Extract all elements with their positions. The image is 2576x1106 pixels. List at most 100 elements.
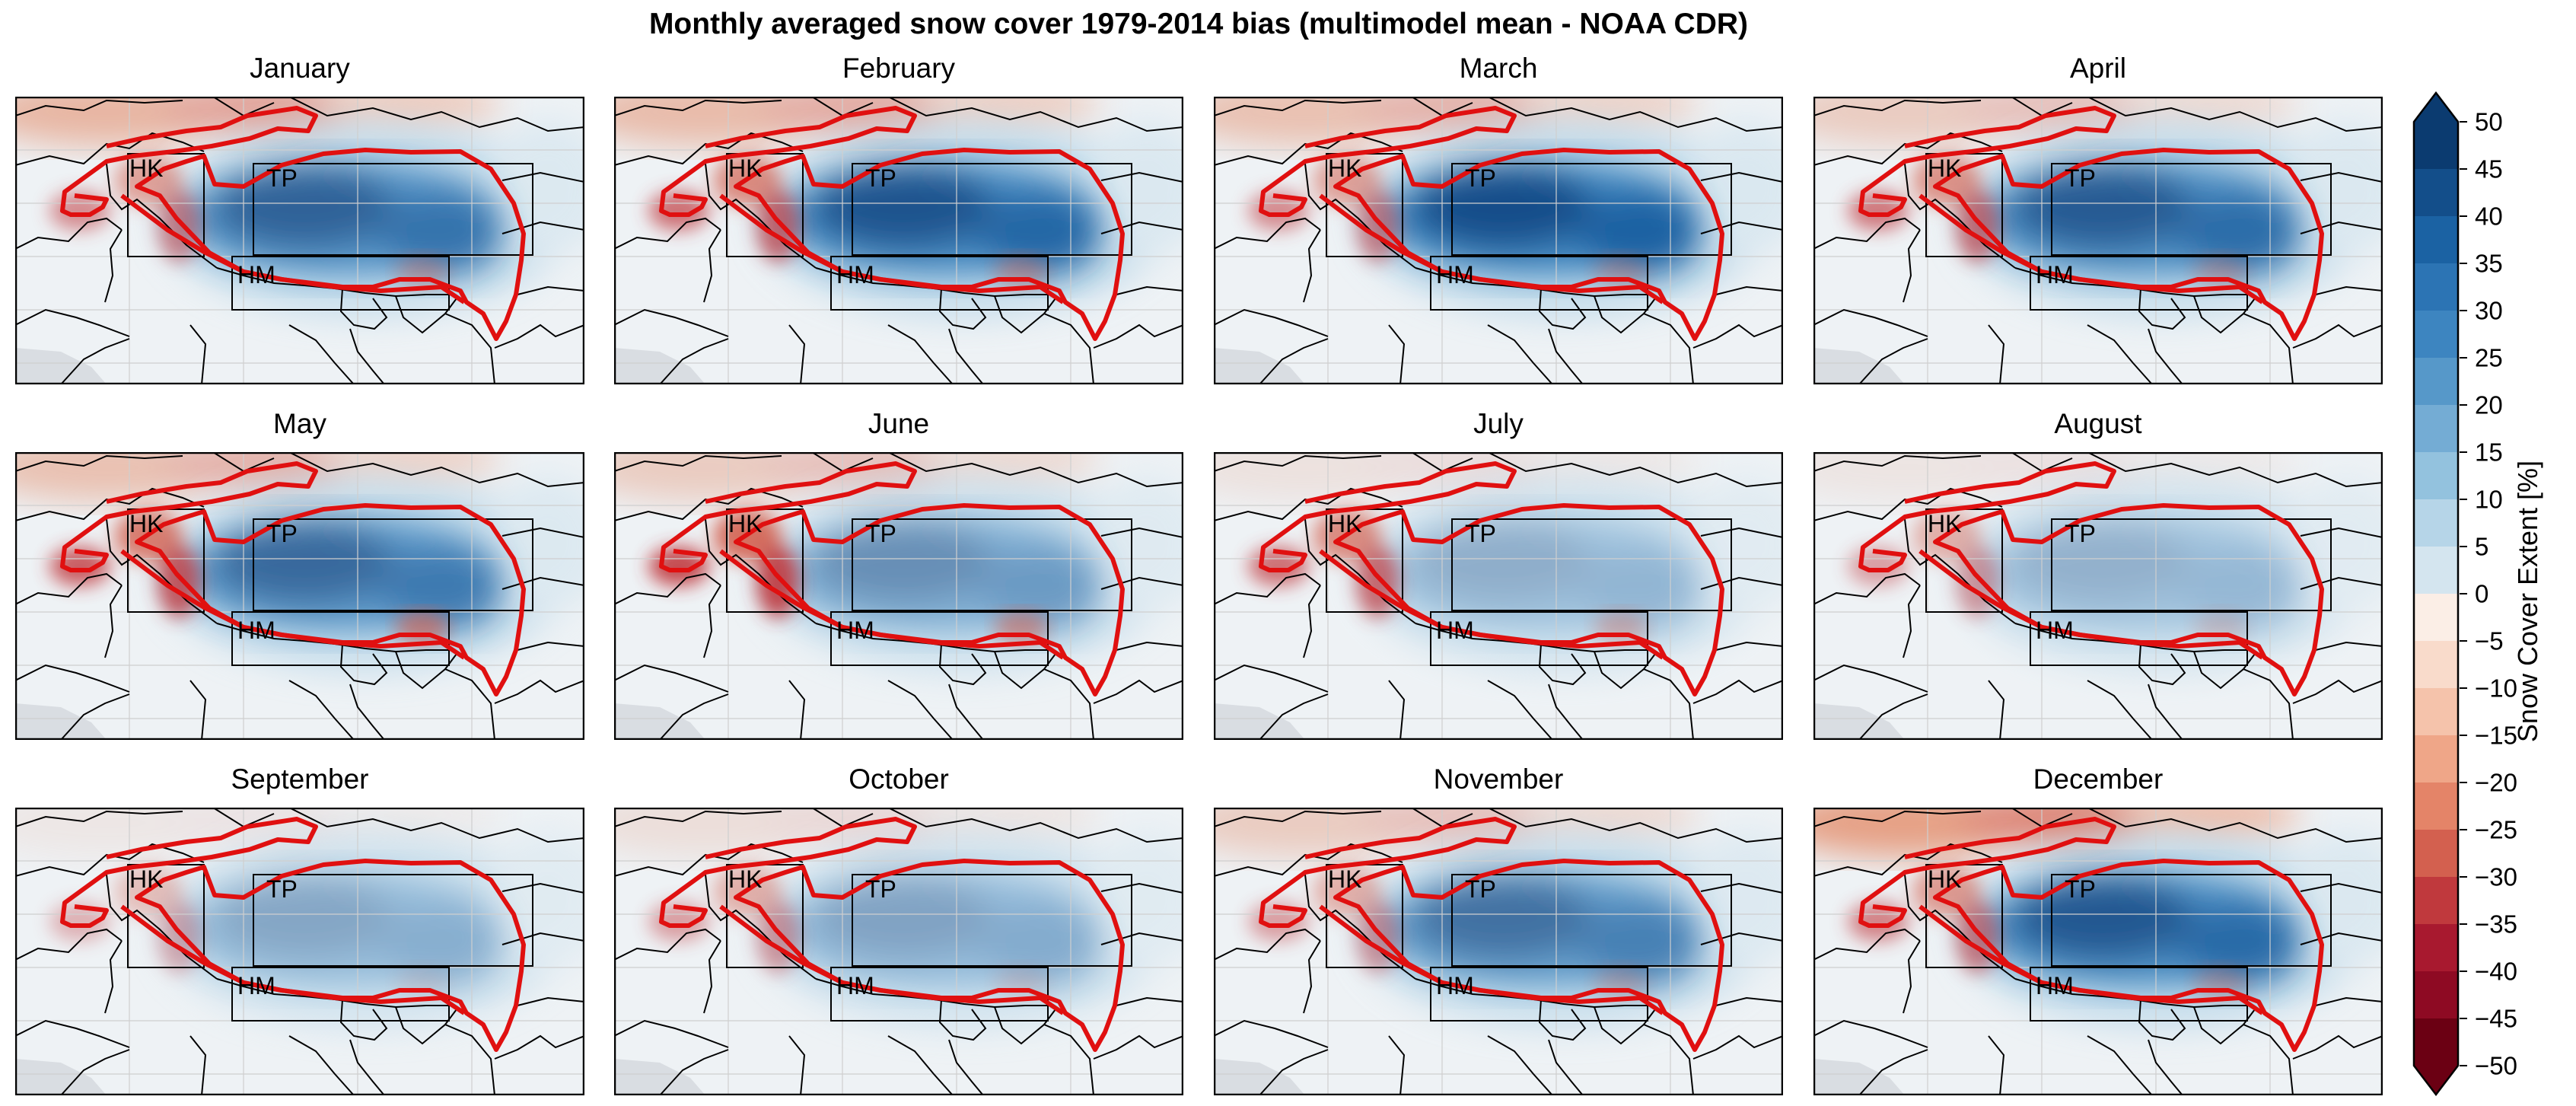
colorbar-tick-label: 10 xyxy=(2475,485,2503,514)
colorbar-tick-label: −10 xyxy=(2475,674,2517,703)
hm-region-box xyxy=(2030,967,2248,1022)
colorbar-tick-label: 40 xyxy=(2475,202,2503,231)
region-label-hk: HK xyxy=(728,510,762,537)
tp-elevation-contour xyxy=(135,859,526,1052)
region-label-hm: HM xyxy=(836,261,874,288)
colorbar-band xyxy=(2414,122,2458,170)
map-december: HK TP HM xyxy=(1813,808,2383,1095)
hk-elevation-contour xyxy=(1858,106,2116,217)
tp-region-box xyxy=(2051,163,2332,256)
hm-region-box xyxy=(2030,256,2248,311)
colorbar-tick-mark xyxy=(2460,263,2467,264)
region-label-tp: TP xyxy=(865,875,896,903)
colorbar-tick-mark xyxy=(2460,876,2467,878)
colorbar-tick-mark xyxy=(2460,1018,2467,1019)
colorbar-band xyxy=(2414,405,2458,453)
colorbar-tick-label: −50 xyxy=(2475,1051,2517,1080)
colorbar-band xyxy=(2414,311,2458,359)
map-panel-february: February HK TP HM xyxy=(614,53,1183,384)
colorbar-extend-max xyxy=(2414,93,2458,122)
colorbar-band xyxy=(2414,499,2458,547)
region-label-hk: HK xyxy=(129,865,163,893)
colorbar-tick-label: 5 xyxy=(2475,532,2489,561)
hk-elevation-contour xyxy=(1259,461,1517,572)
tp-elevation-contour xyxy=(734,148,1125,341)
region-label-hk: HK xyxy=(129,510,163,537)
colorbar-tick-mark xyxy=(2460,310,2467,311)
colorbar xyxy=(2412,91,2460,1096)
map-panel-october: October HK TP HM xyxy=(614,763,1183,1095)
tp-region-box xyxy=(253,518,533,611)
colorbar-tick-label: −45 xyxy=(2475,1004,2517,1033)
colorbar-tick-mark xyxy=(2460,451,2467,453)
colorbar-tick-label: −30 xyxy=(2475,862,2517,891)
region-label-tp: TP xyxy=(1465,520,1496,547)
colorbar-band xyxy=(2414,358,2458,406)
map-february: HK TP HM xyxy=(614,97,1183,384)
colorbar-band xyxy=(2414,924,2458,972)
hm-region-box xyxy=(231,611,450,666)
colorbar-tick-mark xyxy=(2460,782,2467,783)
colorbar-tick-mark xyxy=(2460,121,2467,123)
panel-title-april: April xyxy=(2069,53,2127,84)
map-january: HK TP HM xyxy=(15,97,584,384)
region-label-hm: HM xyxy=(2036,261,2074,288)
tp-region-box xyxy=(852,874,1132,967)
colorbar-tick-mark xyxy=(2460,735,2467,736)
colorbar-band xyxy=(2414,641,2458,689)
map-panel-july: July HK TP HM xyxy=(1214,408,1783,740)
map-panel-may: May HK TP HM xyxy=(15,408,584,740)
hk-elevation-contour xyxy=(60,106,318,217)
colorbar-band xyxy=(2414,594,2458,642)
map-june: HK TP HM xyxy=(614,452,1183,740)
tp-elevation-contour xyxy=(1333,148,1724,341)
colorbar-tick-mark xyxy=(2460,593,2467,594)
region-label-hm: HM xyxy=(836,972,874,999)
region-label-hm: HM xyxy=(237,261,275,288)
hk-elevation-contour xyxy=(659,106,917,217)
panel-title-january: January xyxy=(250,53,350,84)
map-august: HK TP HM xyxy=(1813,452,2383,740)
tp-elevation-contour xyxy=(1933,859,2324,1052)
colorbar-tick-mark xyxy=(2460,215,2467,217)
panel-title-february: February xyxy=(842,53,956,84)
colorbar-band xyxy=(2414,971,2458,1019)
colorbar-extend-min xyxy=(2414,1066,2458,1095)
tp-region-box xyxy=(1451,518,1732,611)
tp-elevation-contour xyxy=(1933,503,2324,696)
tp-elevation-contour xyxy=(1333,503,1724,696)
tp-elevation-contour xyxy=(1933,148,2324,341)
tp-elevation-contour xyxy=(1333,859,1724,1052)
region-label-tp: TP xyxy=(865,164,896,192)
panel-title-march: March xyxy=(1459,53,1538,84)
hk-elevation-contour xyxy=(60,817,318,928)
hm-region-box xyxy=(1430,611,1648,666)
panel-title-august: August xyxy=(2054,408,2142,439)
region-label-hk: HK xyxy=(1328,155,1361,182)
tp-region-box xyxy=(2051,874,2332,967)
region-label-tp: TP xyxy=(266,875,298,903)
colorbar-band xyxy=(2414,1018,2458,1066)
colorbar-tick-mark xyxy=(2460,168,2467,170)
map-may: HK TP HM xyxy=(15,452,584,740)
hk-elevation-contour xyxy=(60,461,318,572)
hm-region-box xyxy=(1430,256,1648,311)
colorbar-tick-label: −5 xyxy=(2475,626,2504,655)
hk-elevation-contour xyxy=(1858,461,2116,572)
colorbar-band xyxy=(2414,547,2458,594)
region-label-hm: HM xyxy=(2036,617,2074,644)
region-label-hm: HM xyxy=(2036,972,2074,999)
colorbar-tick-mark xyxy=(2460,923,2467,925)
colorbar-tick-label: −20 xyxy=(2475,768,2517,797)
map-panel-january: January HK TP HM xyxy=(15,53,584,384)
colorbar-tick-label: 50 xyxy=(2475,107,2503,136)
hm-region-box xyxy=(231,967,450,1022)
colorbar-tick-label: −25 xyxy=(2475,815,2517,844)
colorbar-tick-mark xyxy=(2460,687,2467,689)
colorbar-tick-label: 30 xyxy=(2475,296,2503,325)
map-panel-april: April HK TP HM xyxy=(1813,53,2383,384)
panel-title-june: June xyxy=(868,408,930,439)
panel-title-december: December xyxy=(2033,763,2164,795)
map-panel-september: September HK TP HM xyxy=(15,763,584,1095)
region-label-hk: HK xyxy=(1328,865,1361,893)
